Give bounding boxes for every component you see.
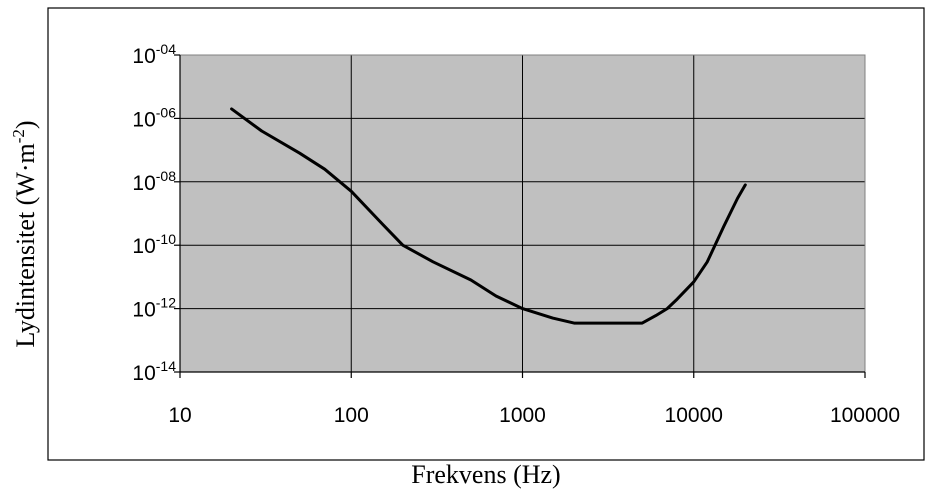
y-axis-title-superscript: -2 bbox=[9, 129, 28, 143]
y-tick-label: 10-06 bbox=[132, 104, 176, 131]
x-tick-label: 10000 bbox=[665, 404, 723, 427]
x-tick-label: 100 bbox=[334, 404, 369, 427]
y-tick-label-exponent: -10 bbox=[156, 231, 176, 247]
y-tick-label-exponent: -04 bbox=[156, 41, 176, 57]
y-tick-label: 10-14 bbox=[132, 358, 176, 385]
y-tick-label: 10-08 bbox=[132, 168, 176, 195]
x-tick-label: 1000 bbox=[499, 404, 546, 427]
y-axis-title: Lydintensitet (W·m-2) bbox=[9, 120, 40, 347]
y-axis-title-end: ) bbox=[11, 120, 40, 129]
x-tick-label: 10 bbox=[168, 404, 191, 427]
y-tick-label: 10-10 bbox=[132, 231, 176, 258]
x-axis-title: Frekvens (Hz) bbox=[411, 460, 560, 489]
y-tick-label: 10-12 bbox=[132, 295, 176, 322]
y-axis-title-main: Lydintensitet (W·m bbox=[11, 143, 40, 347]
y-tick-label-exponent: -14 bbox=[156, 358, 176, 374]
data-series bbox=[230, 107, 747, 325]
series-line bbox=[230, 107, 747, 325]
y-tick-label-base: 10 bbox=[132, 45, 155, 68]
y-tick-label-base: 10 bbox=[132, 362, 155, 385]
y-tick-label-base: 10 bbox=[132, 108, 155, 131]
x-tick-labels: 10 100 1000 10000 100000 bbox=[168, 404, 900, 427]
y-tick-label-exponent: -12 bbox=[156, 295, 176, 311]
y-tick-label-exponent: -08 bbox=[156, 168, 176, 184]
y-tick-label-exponent: -06 bbox=[156, 104, 176, 120]
y-tick-label-base: 10 bbox=[132, 172, 155, 195]
y-tick-label-base: 10 bbox=[132, 235, 155, 258]
y-tick-label-base: 10 bbox=[132, 299, 155, 322]
y-tick-label: 10-04 bbox=[132, 41, 176, 68]
x-tick-label: 100000 bbox=[830, 404, 900, 427]
axes bbox=[174, 54, 866, 378]
